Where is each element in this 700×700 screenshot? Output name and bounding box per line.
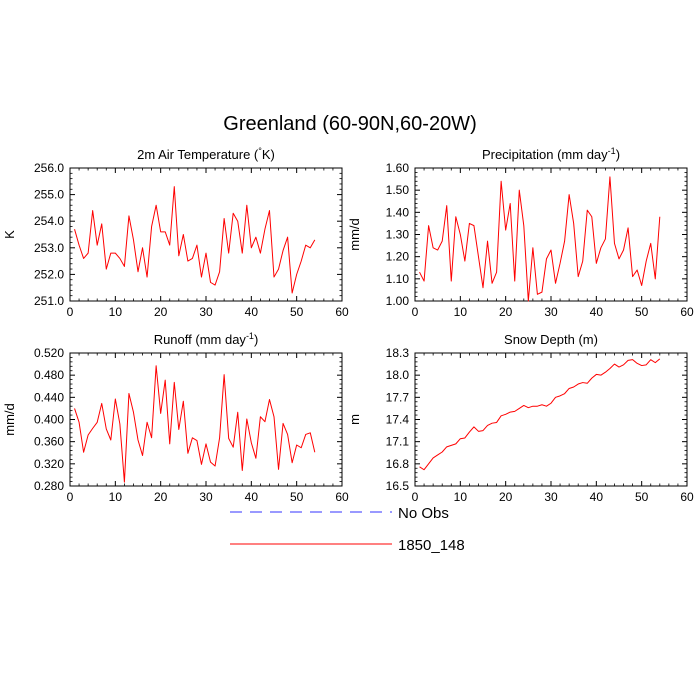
y-tick-label: 16.8: [386, 457, 410, 471]
x-tick-label: 0: [412, 490, 419, 504]
x-tick-label: 10: [109, 490, 123, 504]
y-tick-label: 1.60: [386, 161, 410, 175]
x-tick-label: 40: [590, 490, 604, 504]
y-tick-label: 253.0: [34, 241, 64, 255]
y-axis-label: m: [347, 414, 362, 425]
y-tick-label: 0.320: [34, 457, 64, 471]
x-tick-label: 60: [680, 490, 694, 504]
panel-title: Runoff (mm day-1): [154, 331, 259, 347]
y-tick-label: 254.0: [34, 214, 64, 228]
x-tick-label: 10: [454, 490, 468, 504]
y-tick-label: 1.50: [386, 183, 410, 197]
plot-frame: [414, 352, 688, 487]
panel-snow-depth: Snow Depth (m) m 0 10 20 30 40 50 60 16.5 16.8 17.1…: [347, 332, 694, 504]
x-tick-label: 20: [499, 490, 513, 504]
x-tick-label: 50: [290, 490, 304, 504]
x-tick-label: 30: [544, 305, 558, 319]
panels-group: 2m Air Temperature (°K) K 0 10 20 30 40 50 60 251…: [2, 146, 694, 504]
y-tick-label: 255.0: [34, 188, 64, 202]
y-tick-label: 256.0: [34, 161, 64, 175]
y-tick-label: 17.4: [386, 413, 410, 427]
y-tick-label: 18.3: [386, 346, 410, 360]
panel-title: Snow Depth (m): [504, 332, 598, 347]
x-tick-label: 30: [199, 305, 213, 319]
x-tick-label: 0: [67, 305, 74, 319]
series-line-air-temperature: [74, 186, 316, 294]
legend-label-no-obs: No Obs: [398, 505, 449, 522]
y-axis-label: mm/d: [347, 218, 362, 251]
x-tick-label: 0: [67, 490, 74, 504]
y-tick-label: 18.0: [386, 368, 410, 382]
series-line-snow-depth: [419, 358, 661, 471]
x-tick-label: 50: [635, 305, 649, 319]
y-tick-label: 1.30: [386, 228, 410, 242]
x-tick-label: 60: [680, 305, 694, 319]
legend: No Obs 1850_148: [230, 505, 465, 554]
x-tick-label: 20: [499, 305, 513, 319]
x-tick-label: 40: [245, 305, 259, 319]
y-tick-label: 1.40: [386, 205, 410, 219]
y-tick-label: 0.400: [34, 413, 64, 427]
y-tick-label: 252.0: [34, 267, 64, 281]
y-axis-label: mm/d: [2, 403, 17, 436]
x-tick-label: 50: [290, 305, 304, 319]
panel-air-temperature: 2m Air Temperature (°K) K 0 10 20 30 40 50 60 251…: [2, 146, 349, 319]
y-tick-label: 16.5: [386, 479, 410, 493]
series-line-precipitation: [419, 176, 661, 302]
y-tick-label: 0.280: [34, 479, 64, 493]
series-line-runoff: [74, 365, 316, 483]
x-tick-label: 30: [544, 490, 558, 504]
x-tick-label: 10: [109, 305, 123, 319]
y-tick-label: 1.20: [386, 250, 410, 264]
legend-label-1850-148: 1850_148: [398, 537, 465, 554]
y-tick-label: 0.440: [34, 390, 64, 404]
y-tick-label: 1.00: [386, 294, 410, 308]
figure-title: Greenland (60-90N,60-20W): [223, 113, 476, 135]
x-tick-label: 10: [454, 305, 468, 319]
y-tick-label: 0.360: [34, 435, 64, 449]
x-tick-label: 50: [635, 490, 649, 504]
plot-frame: [69, 352, 343, 487]
x-tick-label: 20: [154, 490, 168, 504]
y-tick-label: 0.480: [34, 368, 64, 382]
y-tick-label: 251.0: [34, 294, 64, 308]
x-tick-label: 60: [335, 490, 349, 504]
panel-title: 2m Air Temperature (°K): [137, 146, 275, 162]
panel-runoff: Runoff (mm day-1) mm/d 0 10 20 30 40 50 60 0.280 0…: [2, 331, 349, 504]
panel-precipitation: Precipitation (mm day-1) mm/d 0 10 20 30 40 50 6…: [347, 146, 694, 319]
panel-title: Precipitation (mm day-1): [482, 146, 620, 162]
y-tick-label: 0.520: [34, 346, 64, 360]
y-tick-label: 17.7: [386, 390, 410, 404]
y-tick-label: 17.1: [386, 435, 410, 449]
x-tick-label: 40: [590, 305, 604, 319]
x-tick-label: 40: [245, 490, 259, 504]
y-axis-label: K: [2, 230, 17, 239]
plot-frame: [69, 167, 343, 302]
x-tick-label: 0: [412, 305, 419, 319]
y-tick-label: 1.10: [386, 272, 410, 286]
x-tick-label: 20: [154, 305, 168, 319]
plot-frame: [414, 167, 688, 302]
x-tick-label: 30: [199, 490, 213, 504]
x-tick-label: 60: [335, 305, 349, 319]
